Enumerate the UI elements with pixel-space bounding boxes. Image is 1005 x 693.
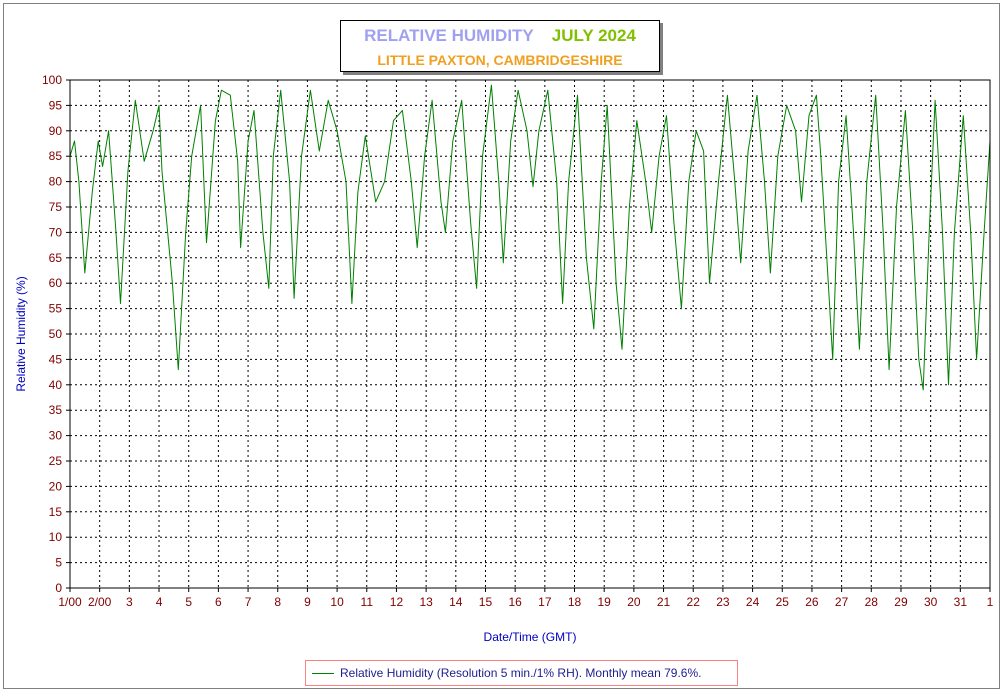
x-tick-label: 27 [835,595,849,609]
x-tick-label: 9 [304,595,311,609]
chart-location: LITTLE PAXTON, CAMBRIDGESHIRE [377,52,623,68]
humidity-series-line [69,84,991,391]
y-tick-label: 20 [49,479,63,493]
y-tick-label: 80 [49,175,63,189]
x-axis-ticks: 1/00 2/00 3 4 5 6 7 8 9 10 11 12 13 14 15 16 17 18 19 20 21 2… [58,588,994,609]
y-tick-label: 25 [49,454,63,468]
x-tick-label: 2/00 [88,595,112,609]
x-tick-label: 11 [361,595,374,609]
y-tick-label: 50 [49,327,63,341]
y-axis-ticks: 0 5 10 15 20 25 30 35 40 45 50 55 60 65 70 75 80 85 90 95 10… [42,73,70,595]
y-tick-label: 0 [55,581,62,595]
chart-title: RELATIVE HUMIDITY [364,26,534,45]
series-layer [69,84,991,391]
x-tick-label: 25 [776,595,790,609]
x-tick-label: 14 [449,595,463,609]
legend-line-swatch [312,672,334,674]
y-tick-label: 95 [49,98,63,112]
y-tick-label: 55 [49,302,63,316]
x-tick-label: 1/00 [58,595,82,609]
y-tick-label: 5 [55,556,62,570]
legend-label: Relative Humidity (Resolution 5 min./1% … [340,666,702,680]
x-tick-label: 16 [508,595,522,609]
y-tick-label: 35 [49,403,63,417]
title-line: RELATIVE HUMIDITY JULY 2024 [341,26,659,46]
y-tick-label: 30 [49,429,63,443]
x-tick-label: 18 [568,595,582,609]
x-tick-label: 12 [390,595,404,609]
x-tick-label: 24 [746,595,760,609]
x-tick-label: 1 [987,595,994,609]
chart-title-box: RELATIVE HUMIDITY JULY 2024 LITTLE PAXTON… [340,20,660,72]
x-tick-label: 31 [954,595,968,609]
x-tick-label: 22 [687,595,701,609]
y-tick-label: 90 [49,124,63,138]
chart-period: JULY 2024 [551,26,636,45]
x-tick-label: 19 [598,595,612,609]
x-tick-label: 10 [330,595,344,609]
y-tick-label: 100 [42,73,62,87]
plot-border [69,79,991,589]
y-tick-label: 10 [49,530,63,544]
y-axis-label: Relative Humidity (%) [14,276,28,391]
x-tick-label: 8 [274,595,281,609]
x-tick-label: 26 [805,595,819,609]
y-tick-label: 60 [49,276,63,290]
x-tick-label: 7 [245,595,252,609]
x-tick-label: 3 [126,595,133,609]
y-tick-label: 70 [49,225,63,239]
x-tick-label: 30 [924,595,938,609]
x-tick-label: 20 [627,595,641,609]
chart-frame [3,3,1000,689]
y-tick-label: 40 [49,378,63,392]
x-tick-label: 6 [215,595,222,609]
y-tick-label: 75 [49,200,63,214]
x-tick-label: 13 [419,595,433,609]
x-tick-label: 29 [894,595,908,609]
x-tick-label: 23 [716,595,730,609]
x-axis-label: Date/Time (GMT) [484,630,577,644]
y-tick-label: 65 [49,251,63,265]
x-tick-label: 15 [479,595,493,609]
y-tick-label: 15 [49,505,63,519]
x-tick-label: 21 [657,595,671,609]
y-tick-label: 45 [49,352,63,366]
x-tick-label: 17 [538,595,552,609]
y-tick-label: 85 [49,149,63,163]
legend: Relative Humidity (Resolution 5 min./1% … [305,660,738,686]
x-tick-label: 28 [865,595,879,609]
x-tick-label: 4 [156,595,163,609]
x-tick-label: 5 [185,595,192,609]
